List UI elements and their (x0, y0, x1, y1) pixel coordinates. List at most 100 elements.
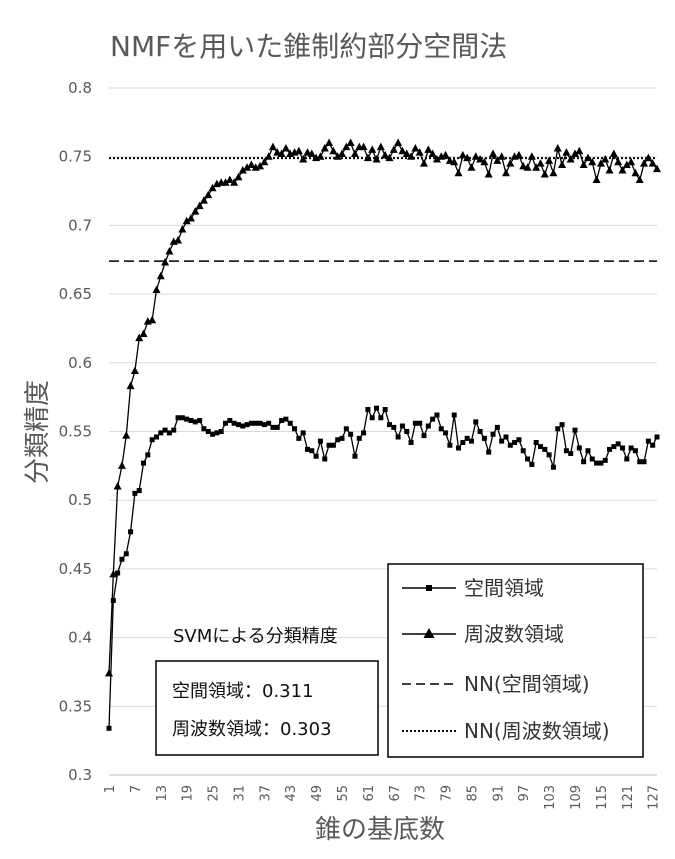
data-point-frequency (148, 315, 157, 324)
data-point-spatial (619, 445, 625, 451)
data-point-frequency (562, 148, 571, 156)
y-tick-labels: 0.3 0.35 0.4 0.45 0.5 0.55 0.6 0.65 0.7 0.75 0.8 (59, 79, 92, 784)
data-point-spatial (555, 426, 561, 432)
data-point-spatial (529, 461, 535, 467)
data-point-spatial (589, 456, 595, 462)
data-point-spatial (421, 433, 427, 439)
data-point-spatial (330, 442, 336, 448)
y-tick-label: 0.3 (68, 766, 92, 784)
data-point-spatial (520, 448, 526, 454)
data-point-spatial (179, 415, 185, 421)
y-tick-label: 0.8 (68, 79, 92, 97)
data-point-frequency (458, 150, 467, 159)
data-point-frequency (152, 285, 161, 293)
data-point-frequency (199, 196, 208, 204)
data-point-frequency (320, 143, 329, 152)
data-point-frequency (350, 149, 359, 157)
data-point-spatial (365, 407, 371, 413)
legend-box (387, 563, 644, 758)
data-point-frequency (372, 154, 381, 163)
data-point-spatial (296, 435, 302, 441)
data-point-frequency (346, 138, 355, 146)
data-point-spatial (166, 430, 172, 436)
data-point-spatial (559, 422, 565, 428)
data-point-spatial (585, 448, 591, 454)
data-point-frequency (601, 154, 610, 163)
x-tick-label: 37 (258, 785, 273, 802)
data-point-spatial (210, 431, 216, 437)
data-point-frequency (592, 175, 601, 184)
data-point-frequency (579, 160, 588, 168)
data-point-spatial (223, 420, 229, 426)
data-point-frequency (260, 157, 269, 166)
x-tick-label: 85 (465, 785, 480, 802)
data-point-spatial (123, 551, 129, 557)
data-point-spatial (378, 415, 384, 421)
data-point-frequency (273, 148, 282, 156)
data-point-frequency (389, 145, 398, 153)
data-point-frequency (540, 170, 549, 178)
x-tick-label: 13 (155, 785, 170, 802)
data-point-spatial (352, 453, 358, 459)
data-point-frequency (225, 175, 234, 184)
data-point-frequency (407, 152, 416, 160)
data-point-spatial (568, 450, 574, 456)
data-point-frequency (368, 145, 377, 153)
data-point-spatial (343, 426, 349, 432)
data-point-spatial (438, 426, 444, 432)
data-point-spatial (184, 416, 190, 422)
data-point-frequency (536, 159, 545, 167)
data-point-spatial (162, 427, 168, 433)
x-tick-label: 103 (543, 785, 558, 810)
data-point-frequency (648, 159, 657, 167)
data-point-spatial (270, 424, 276, 430)
data-point-frequency (631, 168, 640, 177)
data-point-frequency (549, 168, 558, 177)
data-point-spatial (615, 441, 621, 447)
data-point-frequency (256, 161, 265, 170)
data-point-spatial (542, 446, 548, 452)
data-point-spatial (279, 418, 285, 424)
data-point-spatial (572, 427, 578, 433)
data-point-frequency (208, 183, 217, 192)
data-point-spatial (136, 488, 142, 494)
x-tick-label: 61 (362, 785, 377, 802)
data-point-frequency (234, 172, 243, 181)
data-point-spatial (158, 430, 164, 436)
data-point-frequency (428, 149, 437, 157)
data-point-frequency (109, 569, 118, 578)
data-point-frequency (113, 481, 122, 490)
data-point-frequency (338, 149, 347, 157)
svm-row-spatial: 空間領域：0.311 (172, 681, 314, 702)
svm-row-frequency: 周波数領域：0.303 (172, 719, 332, 740)
data-point-spatial (361, 430, 367, 436)
data-point-spatial (313, 453, 319, 459)
data-point-frequency (411, 143, 420, 152)
y-tick-label: 0.4 (68, 629, 92, 647)
legend-marker-triangle (423, 628, 435, 638)
data-point-frequency (493, 156, 502, 164)
legend-marker-square (426, 585, 432, 591)
data-point-spatial (304, 446, 310, 452)
data-point-frequency (445, 156, 454, 164)
data-point-spatial (309, 448, 315, 454)
data-point-spatial (106, 725, 112, 731)
data-point-spatial (218, 429, 224, 434)
data-point-spatial (537, 444, 543, 450)
svm-box (155, 660, 379, 756)
data-point-frequency (247, 160, 256, 168)
data-point-spatial (244, 422, 250, 428)
data-point-frequency (480, 157, 489, 166)
data-point-spatial (253, 420, 259, 426)
data-point-spatial (637, 459, 643, 465)
data-point-frequency (182, 216, 191, 225)
data-point-spatial (602, 457, 608, 463)
y-tick-label: 0.35 (59, 697, 92, 715)
data-point-frequency (506, 159, 515, 167)
data-point-frequency (519, 161, 528, 170)
legend-label-nn-frequency: NN(周波数領域) (464, 719, 610, 743)
y-tick-label: 0.45 (59, 560, 92, 578)
data-point-spatial (460, 439, 466, 445)
data-point-spatial (404, 429, 410, 434)
data-point-frequency (268, 142, 277, 151)
